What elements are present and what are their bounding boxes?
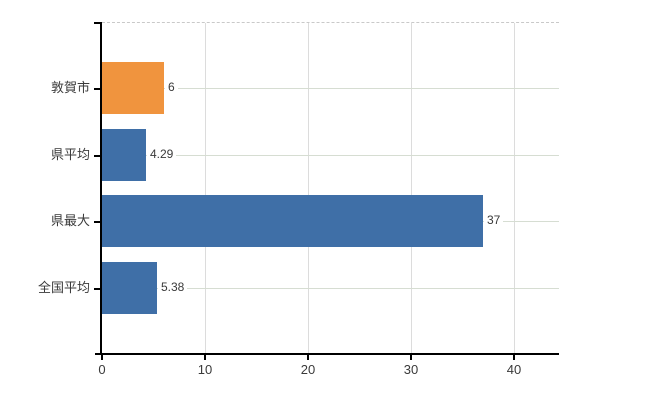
y-tick-mark: [94, 88, 100, 90]
x-tick-label: 40: [506, 362, 522, 377]
x-tick-mark: [513, 355, 515, 360]
bar[interactable]: [102, 129, 146, 181]
gridline-horizontal: [102, 88, 559, 89]
x-tick-mark: [101, 355, 103, 360]
gridline-horizontal: [102, 288, 559, 289]
category-label: 県最大: [50, 213, 90, 228]
x-tick-label: 0: [98, 362, 106, 377]
y-tick-mark: [94, 22, 100, 24]
category-label: 県平均: [50, 147, 90, 162]
plot-top-border: [102, 22, 559, 23]
y-tick-mark: [94, 155, 100, 157]
y-tick-mark: [94, 288, 100, 290]
y-tick-mark: [94, 221, 100, 223]
bar-value-label: 5.38: [158, 280, 188, 295]
gridline-vertical: [514, 23, 515, 354]
x-tick-label: 30: [403, 362, 419, 377]
y-axis-line: [100, 22, 102, 354]
x-tick-mark: [307, 355, 309, 360]
x-tick-mark: [204, 355, 206, 360]
category-label: 全国平均: [37, 280, 90, 295]
x-tick-label: 10: [197, 362, 213, 377]
bar-value-label: 37: [484, 213, 504, 228]
gridline-vertical: [411, 23, 412, 354]
gridline-vertical: [308, 23, 309, 354]
category-label: 敦賀市: [50, 80, 90, 95]
x-tick-label: 20: [300, 362, 316, 377]
bar-value-label: 6: [165, 80, 178, 95]
gridline-horizontal: [102, 155, 559, 156]
gridline-vertical: [205, 23, 206, 354]
x-tick-mark: [410, 355, 412, 360]
bar[interactable]: [102, 62, 164, 114]
x-axis-line: [95, 353, 559, 355]
bar[interactable]: [102, 262, 157, 314]
bar[interactable]: [102, 195, 483, 247]
bar-value-label: 4.29: [147, 147, 177, 162]
